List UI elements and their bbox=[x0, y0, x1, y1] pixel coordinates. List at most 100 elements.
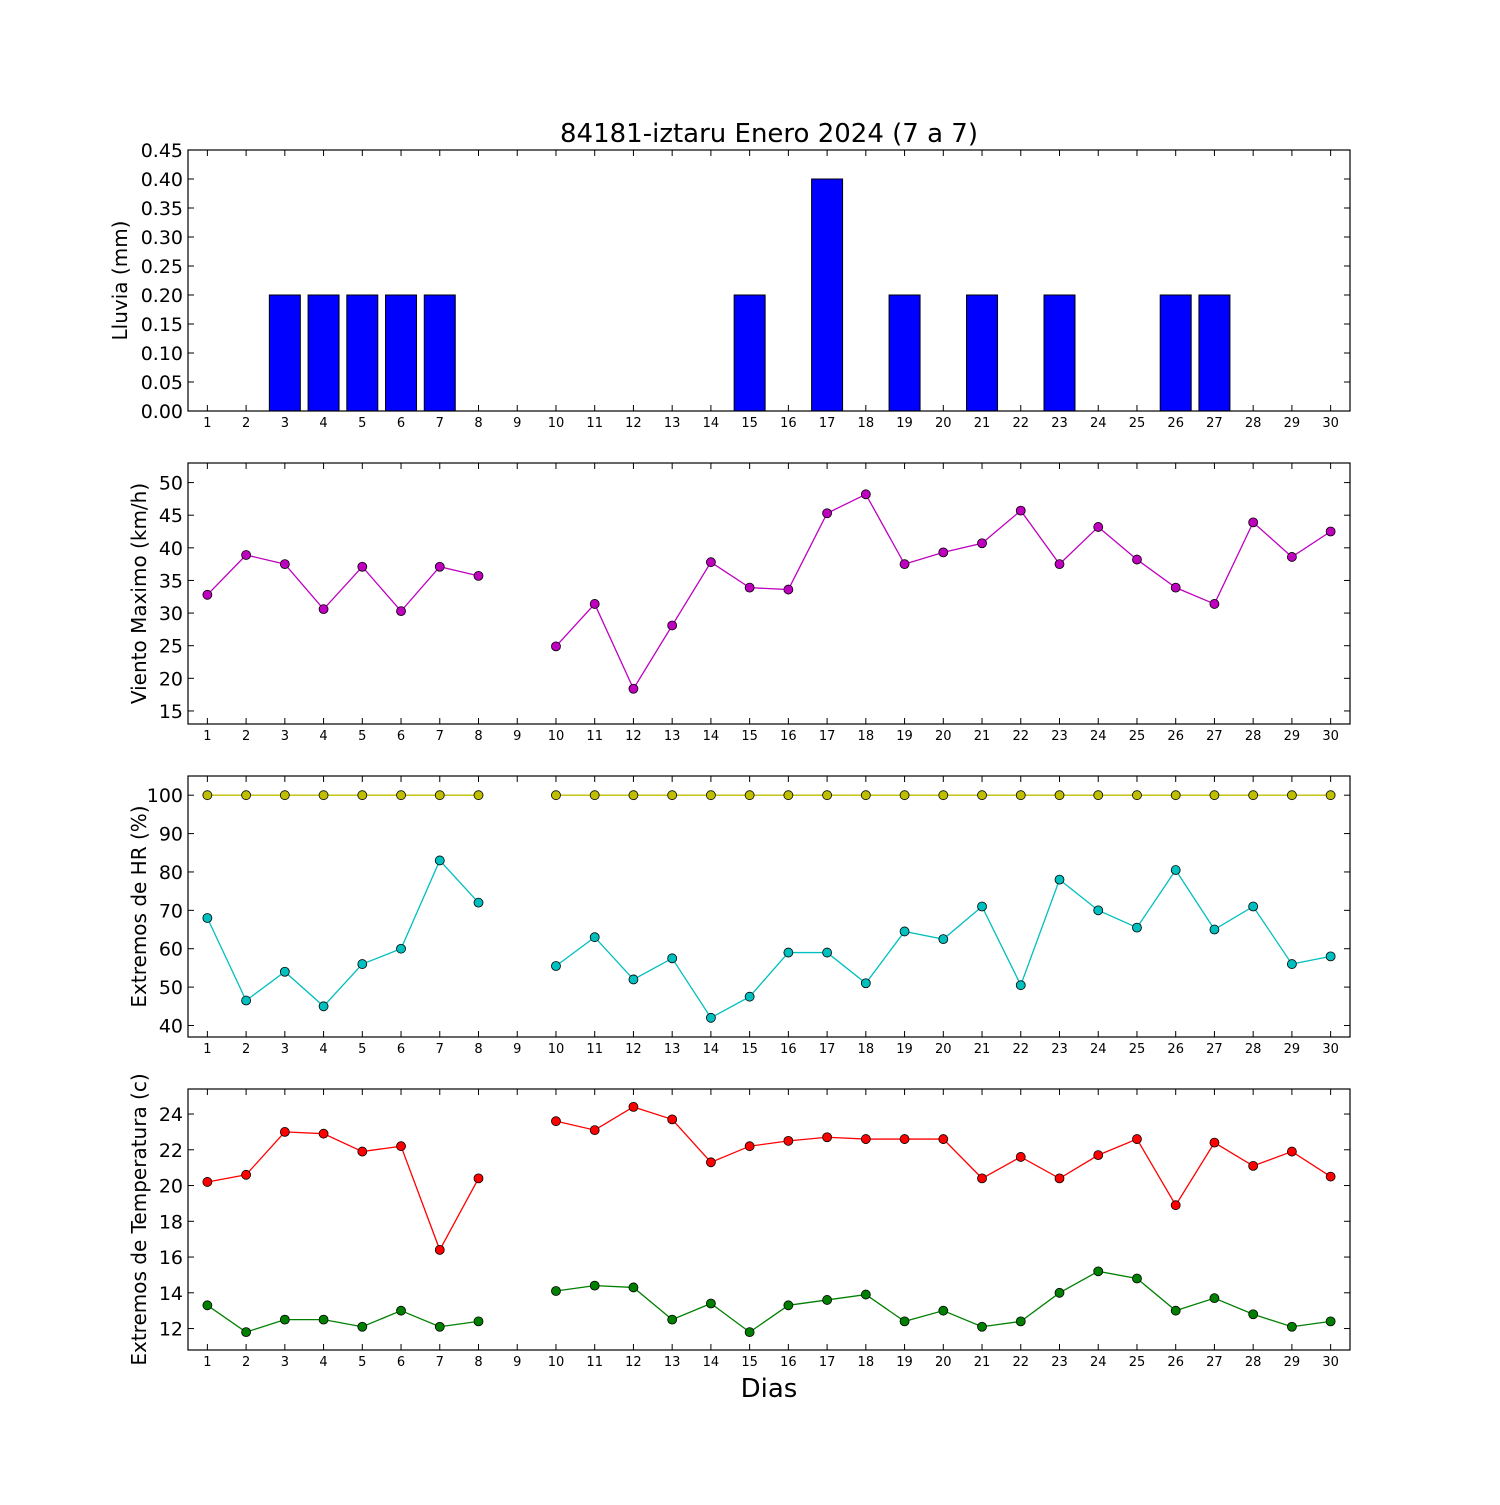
y-tick-label: 0.15 bbox=[141, 314, 183, 336]
y-axis-label-rain: Lluvia (mm) bbox=[108, 221, 132, 341]
x-axis-label: Dias bbox=[741, 1374, 798, 1404]
point-hr-1-day-11 bbox=[589, 932, 600, 943]
x-tick-label: 27 bbox=[1206, 416, 1223, 431]
point-temp-0-day-8 bbox=[473, 1173, 484, 1184]
x-tick-label: 16 bbox=[780, 1042, 797, 1057]
point-hr-0-day-10 bbox=[551, 790, 561, 801]
x-tick-label: 15 bbox=[741, 729, 758, 744]
point-hr-1-day-13 bbox=[667, 953, 678, 964]
point-hr-1-day-10 bbox=[551, 961, 561, 971]
point-wind-0-day-11 bbox=[589, 599, 600, 609]
point-temp-1-day-12 bbox=[628, 1282, 639, 1293]
x-tick-label: 4 bbox=[319, 729, 327, 744]
x-tick-label: 18 bbox=[858, 729, 875, 744]
point-hr-1-day-24 bbox=[1093, 905, 1104, 916]
x-tick-label: 23 bbox=[1051, 416, 1068, 431]
point-temp-1-day-3 bbox=[279, 1314, 290, 1325]
point-hr-0-day-21 bbox=[977, 790, 987, 801]
point-hr-1-day-19 bbox=[899, 926, 910, 937]
x-tick-label: 2 bbox=[242, 1042, 250, 1057]
x-tick-label: 26 bbox=[1167, 1042, 1184, 1057]
y-tick-label: 25 bbox=[159, 636, 183, 658]
point-temp-0-day-29 bbox=[1287, 1146, 1297, 1157]
x-tick-label: 14 bbox=[703, 416, 720, 431]
x-tick-label: 5 bbox=[358, 1355, 366, 1370]
point-hr-1-day-21 bbox=[977, 901, 987, 912]
point-temp-1-day-1 bbox=[202, 1300, 213, 1311]
x-tick-label: 16 bbox=[780, 729, 797, 744]
point-hr-1-day-3 bbox=[279, 966, 290, 977]
x-tick-label: 2 bbox=[242, 729, 250, 744]
point-temp-0-day-30 bbox=[1325, 1171, 1336, 1182]
x-tick-label: 3 bbox=[281, 1355, 289, 1370]
point-wind-0-day-6 bbox=[396, 606, 406, 617]
axes-frame-temp bbox=[187, 1088, 1351, 1351]
y-tick-label: 14 bbox=[159, 1283, 183, 1305]
point-hr-1-day-28 bbox=[1248, 901, 1259, 912]
point-wind-0-day-27 bbox=[1209, 599, 1220, 609]
rain-bar-day-3 bbox=[268, 294, 301, 412]
point-temp-0-day-11 bbox=[589, 1125, 600, 1136]
x-tick-label: 4 bbox=[319, 1355, 327, 1370]
point-temp-1-day-19 bbox=[899, 1316, 910, 1327]
point-wind-0-day-18 bbox=[860, 489, 871, 500]
series-line-hr-1 bbox=[206, 859, 479, 1008]
y-tick-label: 0.20 bbox=[141, 285, 183, 307]
point-temp-1-day-25 bbox=[1132, 1273, 1142, 1284]
x-tick-label: 23 bbox=[1051, 1042, 1068, 1057]
point-temp-1-day-11 bbox=[589, 1280, 600, 1291]
x-tick-label: 29 bbox=[1284, 729, 1301, 744]
point-hr-0-day-7 bbox=[434, 790, 445, 801]
x-tick-label: 28 bbox=[1245, 416, 1262, 431]
point-temp-1-day-5 bbox=[357, 1321, 368, 1332]
x-tick-label: 17 bbox=[819, 729, 836, 744]
point-hr-0-day-14 bbox=[706, 790, 716, 801]
y-tick-label: 90 bbox=[159, 824, 183, 846]
point-wind-0-day-3 bbox=[279, 559, 290, 570]
rain-bar-day-17 bbox=[811, 178, 844, 412]
x-tick-label: 8 bbox=[474, 729, 482, 744]
point-hr-0-day-23 bbox=[1054, 790, 1065, 801]
x-tick-label: 16 bbox=[780, 416, 797, 431]
x-tick-label: 5 bbox=[358, 729, 366, 744]
point-hr-1-day-25 bbox=[1132, 922, 1142, 933]
x-tick-label: 20 bbox=[935, 1355, 952, 1370]
point-wind-0-day-8 bbox=[473, 570, 484, 581]
x-tick-label: 17 bbox=[819, 1042, 836, 1057]
y-axis-label-wind: Viento Maximo (km/h) bbox=[127, 483, 151, 704]
point-temp-0-day-2 bbox=[241, 1169, 252, 1180]
point-wind-0-day-19 bbox=[899, 559, 910, 570]
x-tick-label: 24 bbox=[1090, 1042, 1107, 1057]
point-hr-1-day-15 bbox=[744, 991, 755, 1002]
point-wind-0-day-20 bbox=[938, 547, 949, 558]
point-hr-0-day-6 bbox=[396, 790, 406, 801]
x-tick-label: 6 bbox=[397, 1355, 405, 1370]
x-tick-label: 29 bbox=[1284, 1042, 1301, 1057]
x-tick-label: 3 bbox=[281, 729, 289, 744]
x-tick-label: 27 bbox=[1206, 1042, 1223, 1057]
point-wind-0-day-4 bbox=[318, 604, 329, 615]
axes-frame-hr bbox=[187, 775, 1351, 1038]
point-hr-0-day-28 bbox=[1248, 790, 1259, 801]
point-temp-0-day-28 bbox=[1248, 1160, 1259, 1171]
point-hr-0-day-29 bbox=[1287, 790, 1297, 801]
x-tick-label: 5 bbox=[358, 1042, 366, 1057]
point-hr-0-day-17 bbox=[822, 790, 832, 801]
point-hr-0-day-26 bbox=[1170, 790, 1181, 801]
x-tick-label: 20 bbox=[935, 1042, 952, 1057]
point-temp-0-day-15 bbox=[744, 1141, 755, 1152]
series-line-wind-0 bbox=[206, 554, 479, 613]
point-temp-1-day-30 bbox=[1325, 1316, 1336, 1327]
x-tick-label: 20 bbox=[935, 416, 952, 431]
x-tick-label: 26 bbox=[1167, 416, 1184, 431]
point-temp-1-day-13 bbox=[667, 1314, 678, 1325]
x-tick-label: 10 bbox=[548, 729, 565, 744]
y-tick-label: 30 bbox=[159, 603, 183, 625]
point-temp-1-day-21 bbox=[977, 1321, 987, 1332]
point-wind-0-day-24 bbox=[1093, 522, 1104, 532]
point-hr-0-day-19 bbox=[899, 790, 910, 801]
